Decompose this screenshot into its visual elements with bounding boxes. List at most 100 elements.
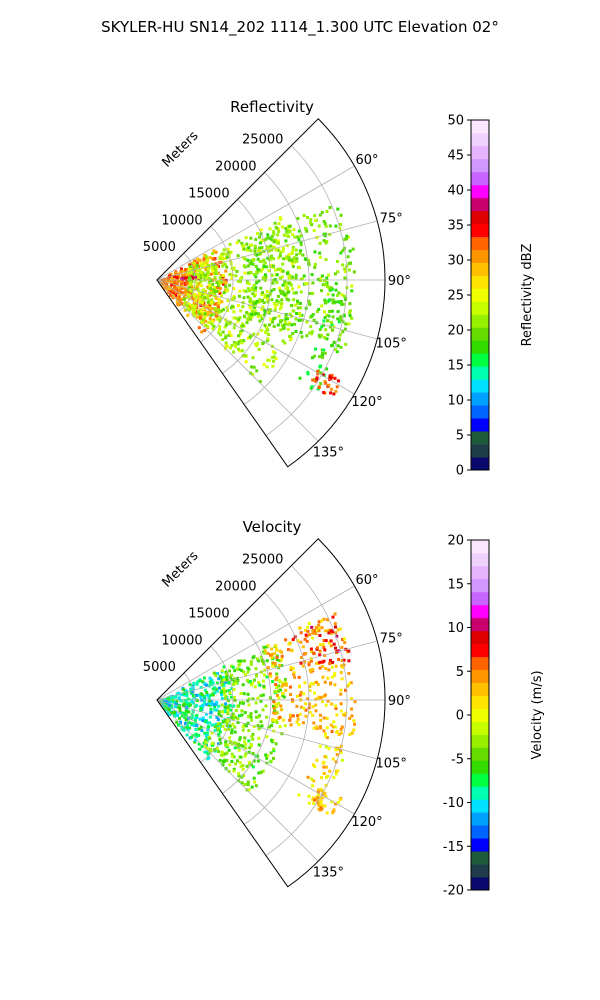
radar-gate <box>184 718 188 722</box>
colorbar-tick-label: 40 <box>447 184 464 199</box>
radar-gate <box>289 665 293 669</box>
radar-gate <box>339 727 343 731</box>
radar-gate <box>262 662 265 666</box>
radar-gate <box>322 220 326 223</box>
velocity-range-axis-label: Meters <box>160 548 202 590</box>
radar-gate <box>325 811 329 815</box>
radar-gate <box>303 637 307 641</box>
radar-gate <box>322 716 326 720</box>
radar-gate <box>249 249 253 253</box>
radar-gate <box>230 687 234 690</box>
radar-gate <box>216 308 220 312</box>
radar-gate <box>330 387 334 391</box>
radar-gate <box>179 283 183 287</box>
radar-gate <box>171 289 175 293</box>
radar-gate <box>310 385 314 389</box>
radar-gate <box>206 304 210 308</box>
range-ring <box>265 565 348 856</box>
radar-gate <box>314 697 318 701</box>
radar-gate <box>205 703 209 707</box>
radar-gate <box>284 317 288 321</box>
radar-gate <box>214 310 218 313</box>
colorbar-swatch <box>471 171 489 186</box>
radar-gate <box>285 291 289 295</box>
radar-gate <box>322 729 326 733</box>
radar-gate <box>232 287 236 291</box>
radar-gate <box>283 293 287 297</box>
radar-gate <box>227 333 231 337</box>
radar-gate <box>221 724 225 728</box>
radar-gate <box>266 310 270 313</box>
radar-gate <box>248 289 251 293</box>
radar-gate <box>260 246 264 250</box>
radar-gate <box>318 355 322 359</box>
radar-gate <box>222 282 226 286</box>
radar-gate <box>185 694 189 698</box>
radar-gate <box>230 344 234 347</box>
radar-gate <box>180 286 184 290</box>
radar-gate <box>287 274 291 278</box>
radar-gate <box>231 717 235 721</box>
radar-gate <box>240 713 244 717</box>
radar-gate <box>347 268 351 272</box>
radar-gate <box>353 722 356 726</box>
radar-gate <box>333 683 337 687</box>
radar-gate <box>288 229 292 233</box>
radar-gate <box>272 652 276 656</box>
radar-gate <box>238 280 242 283</box>
radar-gate <box>327 747 331 751</box>
radar-gate <box>303 257 307 261</box>
radar-gate <box>311 713 315 717</box>
radar-gate <box>211 743 215 747</box>
radar-gate <box>258 241 262 245</box>
radar-gate <box>198 292 202 296</box>
radar-gate <box>174 702 178 706</box>
radar-gate <box>341 330 345 334</box>
radar-gate <box>322 617 326 621</box>
radar-gate <box>334 704 337 708</box>
radar-gate <box>263 668 267 672</box>
radar-gate <box>296 306 300 310</box>
radar-gate <box>229 333 233 337</box>
radar-gate <box>240 668 243 672</box>
radar-gate <box>318 634 322 637</box>
radar-gate <box>312 801 315 805</box>
radar-gate <box>240 775 244 779</box>
radar-gate <box>173 281 177 285</box>
radar-gate <box>238 714 241 718</box>
radar-gate <box>328 769 332 773</box>
colorbar-swatch <box>471 643 489 658</box>
radar-gate <box>317 307 321 311</box>
radar-gate <box>232 704 236 708</box>
radar-gate <box>313 262 317 266</box>
radar-gate <box>201 264 205 268</box>
radar-gate <box>289 335 293 338</box>
radar-gate <box>220 683 224 687</box>
radar-gate <box>178 716 181 720</box>
radar-gate <box>195 269 199 273</box>
radar-gate <box>289 304 293 307</box>
radar-gate <box>201 291 205 295</box>
radar-gate <box>178 708 182 712</box>
radar-gate <box>312 721 316 725</box>
radar-gate <box>336 344 340 348</box>
radar-gate <box>333 272 337 276</box>
radar-gate <box>273 305 277 309</box>
radar-gate <box>298 301 302 305</box>
radar-gate <box>217 298 221 302</box>
radar-gate <box>347 235 350 239</box>
radar-gate <box>317 695 321 699</box>
radar-gate <box>202 307 206 310</box>
radar-gate <box>278 663 282 667</box>
radar-gate <box>289 693 292 696</box>
radar-gate <box>224 680 228 684</box>
radar-gate <box>350 714 354 718</box>
radar-gate <box>212 286 216 290</box>
radar-gate <box>224 708 228 712</box>
radar-gate <box>233 696 236 699</box>
radar-gate <box>198 268 202 272</box>
radar-gate <box>175 275 179 279</box>
radar-gate <box>232 769 236 773</box>
colorbar-swatch <box>471 379 489 393</box>
radar-gate <box>223 696 227 700</box>
